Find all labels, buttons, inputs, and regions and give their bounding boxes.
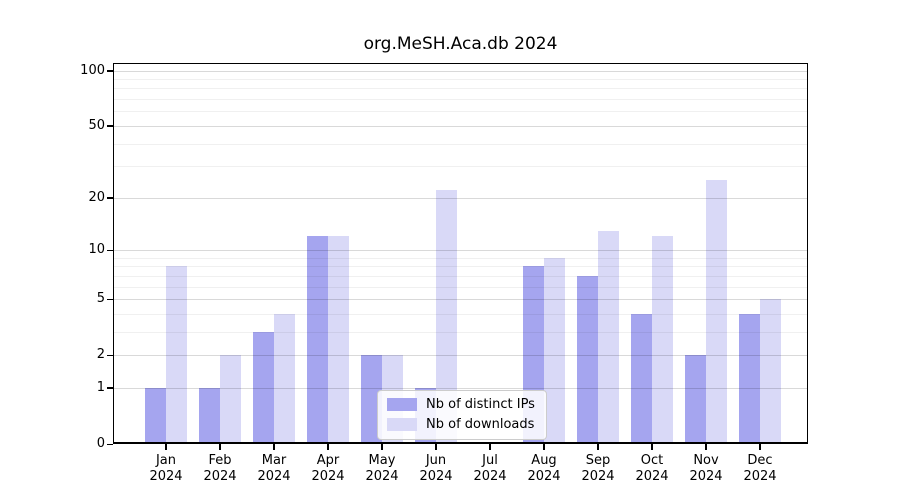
x-tick-label: Jul 2024: [473, 453, 507, 484]
x-axis-tick: [543, 444, 545, 450]
y-axis-tick: [107, 249, 113, 251]
x-axis-tick: [219, 444, 221, 450]
legend-swatch-distinct-ips: [387, 398, 417, 411]
y-tick-label: 5: [96, 291, 105, 307]
x-tick-label: Apr 2024: [311, 453, 345, 484]
gridline-minor: [113, 266, 808, 268]
gridline-minor: [113, 99, 808, 101]
gridline-major: [113, 355, 808, 357]
y-axis-tick: [107, 387, 113, 389]
x-axis-tick: [489, 444, 491, 450]
bar-downloads-mar: [274, 313, 295, 444]
x-tick-label: Sep 2024: [581, 453, 615, 484]
bar-distinct-ips-jan: [145, 387, 166, 444]
x-tick-label: Jan 2024: [149, 453, 183, 484]
y-axis-tick: [107, 125, 113, 127]
plot-area: 0 1 2 5 10 20 50 100 Jan 2024 Feb 2024 Mar 2024 Apr 202…: [80, 63, 808, 484]
y-tick-label: 2: [96, 347, 105, 363]
bar-downloads-aug: [544, 257, 565, 444]
x-axis-tick: [651, 444, 653, 450]
x-axis-tick: [327, 444, 329, 450]
x-tick-label: Feb 2024: [203, 453, 237, 484]
y-axis-tick: [107, 197, 113, 199]
gridline-minor: [113, 111, 808, 113]
legend-item-downloads: Nb of downloads: [387, 417, 535, 432]
bar-downloads-dec: [760, 299, 781, 444]
y-tick-label: 100: [80, 62, 105, 78]
gridline-major: [113, 70, 808, 72]
x-tick-label: Mar 2024: [257, 453, 291, 484]
x-tick-label: May 2024: [365, 453, 399, 484]
bar-distinct-ips-may: [361, 355, 382, 444]
y-tick-label: 20: [88, 189, 105, 205]
y-axis-tick: [107, 298, 113, 301]
gridline-minor: [113, 331, 808, 333]
x-tick-label: Dec 2024: [743, 453, 777, 484]
x-axis-tick: [381, 444, 383, 450]
gridline-minor: [113, 143, 808, 145]
bar-downloads-apr: [328, 236, 349, 444]
bar-downloads-feb: [220, 355, 241, 444]
x-axis-tick: [273, 444, 275, 450]
gridline-minor: [113, 286, 808, 288]
x-axis-tick: [435, 444, 437, 450]
y-tick-label: 50: [88, 117, 105, 133]
y-tick-label: 10: [88, 242, 105, 257]
legend-label-distinct-ips: Nb of distinct IPs: [426, 397, 535, 412]
bar-distinct-ips-nov: [685, 355, 706, 444]
bar-downloads-nov: [706, 180, 727, 444]
bar-distinct-ips-dec: [739, 313, 760, 444]
gridline-major: [113, 125, 808, 127]
bar-downloads-jan: [166, 266, 187, 444]
x-tick-label: Oct 2024: [635, 453, 669, 484]
bar-distinct-ips-apr: [307, 236, 328, 444]
gridline-major: [113, 197, 808, 199]
x-axis-tick: [759, 444, 761, 450]
gridline-minor: [113, 88, 808, 90]
gridline-minor: [113, 313, 808, 315]
gridline-major: [113, 387, 808, 389]
y-tick-label: 0: [96, 436, 105, 451]
y-axis-tick: [107, 354, 113, 357]
y-axis-tick: [107, 443, 113, 445]
bar-distinct-ips-feb: [199, 387, 220, 444]
bar-downloads-sep: [598, 230, 619, 444]
legend-item-distinct-ips: Nb of distinct IPs: [387, 397, 535, 412]
bar-distinct-ips-mar: [253, 331, 274, 444]
x-axis-tick: [705, 444, 707, 450]
bar-distinct-ips-oct: [631, 313, 652, 444]
gridline-minor: [113, 79, 808, 81]
x-tick-label: Aug 2024: [527, 453, 561, 484]
gridline-minor: [113, 257, 808, 259]
gridline-major: [113, 250, 808, 251]
x-tick-label: Jun 2024: [419, 453, 453, 484]
gridline-minor: [113, 275, 808, 277]
x-axis-tick: [597, 444, 599, 450]
bar-downloads-oct: [652, 236, 673, 444]
chart-title: org.MeSH.Aca.db 2024: [363, 34, 558, 54]
gridline-major: [113, 299, 808, 301]
x-tick-label: Nov 2024: [689, 453, 723, 484]
legend-swatch-downloads: [387, 418, 417, 431]
legend: Nb of distinct IPs Nb of downloads: [377, 390, 547, 440]
y-axis-tick: [107, 70, 113, 72]
gridline-minor: [113, 166, 808, 168]
y-tick-label: 1: [96, 379, 105, 395]
x-axis-tick: [165, 444, 167, 450]
bar-downloads-jun: [436, 190, 457, 444]
bar-distinct-ips-sep: [577, 275, 598, 444]
legend-label-downloads: Nb of downloads: [426, 417, 535, 432]
